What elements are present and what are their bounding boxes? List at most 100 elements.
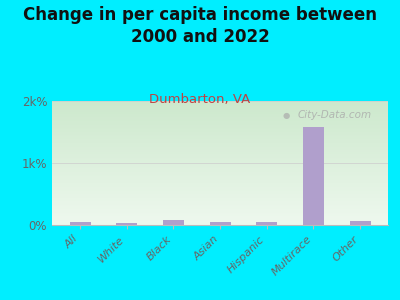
Bar	[256, 222, 277, 225]
Bar	[52, 202, 388, 203]
Bar	[52, 218, 388, 219]
Bar	[52, 119, 388, 120]
Bar	[52, 121, 388, 122]
Bar	[52, 127, 388, 128]
Bar	[52, 124, 388, 125]
Bar	[52, 110, 388, 111]
Bar	[116, 223, 137, 225]
Bar	[52, 123, 388, 124]
Bar	[52, 145, 388, 146]
Bar	[52, 188, 388, 189]
Bar	[52, 148, 388, 149]
Bar	[52, 138, 388, 139]
Bar	[52, 161, 388, 162]
Bar	[52, 159, 388, 160]
Bar	[52, 160, 388, 161]
Bar	[52, 109, 388, 110]
Bar	[52, 136, 388, 137]
Bar	[52, 156, 388, 157]
Bar	[52, 142, 388, 143]
Bar	[52, 193, 388, 194]
Bar	[303, 127, 324, 225]
Bar	[52, 185, 388, 186]
Bar	[52, 103, 388, 104]
Bar	[52, 130, 388, 131]
Bar	[52, 192, 388, 193]
Bar	[52, 134, 388, 135]
Text: Dumbarton, VA: Dumbarton, VA	[149, 93, 251, 106]
Bar	[52, 184, 388, 185]
Bar	[52, 213, 388, 214]
Bar	[52, 221, 388, 222]
Bar	[70, 222, 90, 225]
Bar	[52, 181, 388, 182]
Bar	[52, 137, 388, 138]
Bar	[52, 162, 388, 163]
Bar	[52, 211, 388, 212]
Bar	[52, 129, 388, 130]
Bar	[52, 131, 388, 132]
Bar	[52, 117, 388, 118]
Bar	[52, 140, 388, 141]
Bar	[52, 111, 388, 112]
Bar	[52, 154, 388, 155]
Bar	[52, 118, 388, 119]
Bar	[52, 178, 388, 179]
Bar	[52, 147, 388, 148]
Bar	[52, 105, 388, 106]
Bar	[52, 139, 388, 140]
Bar	[52, 210, 388, 211]
Bar	[210, 222, 230, 225]
Bar	[52, 167, 388, 168]
Bar	[52, 179, 388, 180]
Bar	[52, 186, 388, 187]
Bar	[52, 150, 388, 151]
Bar	[52, 215, 388, 216]
Bar	[52, 216, 388, 217]
Bar	[52, 141, 388, 142]
Bar	[52, 152, 388, 153]
Bar	[52, 165, 388, 166]
Bar	[52, 196, 388, 197]
Bar	[52, 205, 388, 206]
Bar	[52, 128, 388, 129]
Bar	[52, 170, 388, 171]
Bar	[52, 168, 388, 169]
Bar	[52, 174, 388, 175]
Bar	[52, 208, 388, 209]
Bar	[52, 177, 388, 178]
Bar	[52, 153, 388, 154]
Bar	[52, 107, 388, 108]
Bar	[52, 183, 388, 184]
Text: City-Data.com: City-Data.com	[297, 110, 372, 120]
Bar	[52, 207, 388, 208]
Bar	[52, 203, 388, 204]
Bar	[52, 212, 388, 213]
Bar	[52, 198, 388, 199]
Bar	[52, 157, 388, 158]
Bar	[52, 144, 388, 145]
Bar	[52, 171, 388, 172]
Bar	[52, 101, 388, 102]
Bar	[52, 223, 388, 224]
Bar	[52, 197, 388, 198]
Bar	[52, 133, 388, 134]
Bar	[52, 209, 388, 210]
Bar	[52, 102, 388, 103]
Bar	[52, 100, 388, 101]
Text: Change in per capita income between
2000 and 2022: Change in per capita income between 2000…	[23, 6, 377, 46]
Bar	[52, 176, 388, 177]
Bar	[52, 155, 388, 156]
Bar	[52, 169, 388, 170]
Bar	[52, 214, 388, 215]
Bar	[52, 194, 388, 195]
Bar	[52, 106, 388, 107]
Bar	[52, 200, 388, 201]
Bar	[52, 204, 388, 205]
Bar	[52, 120, 388, 121]
Bar	[52, 114, 388, 115]
Bar	[52, 158, 388, 159]
Bar	[52, 189, 388, 190]
Bar	[52, 113, 388, 114]
Bar	[52, 199, 388, 200]
